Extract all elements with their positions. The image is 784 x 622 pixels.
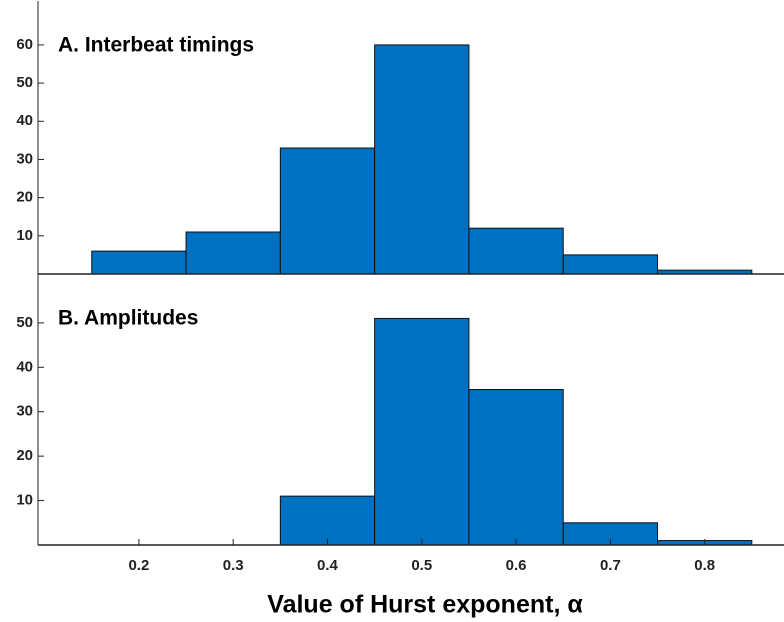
y-tick-label: 40 bbox=[16, 358, 33, 375]
y-tick-label: 20 bbox=[16, 447, 33, 464]
y-tick-label: 40 bbox=[16, 112, 33, 129]
x-tick-label: 0.6 bbox=[506, 557, 527, 574]
x-tick-label: 0.5 bbox=[411, 557, 432, 574]
y-tick-label: 30 bbox=[16, 150, 33, 167]
bar bbox=[185, 231, 281, 275]
bar bbox=[279, 495, 376, 546]
bar bbox=[468, 227, 564, 275]
y-tick-label: 50 bbox=[16, 314, 33, 331]
x-tick-label: 0.2 bbox=[128, 557, 149, 574]
bar bbox=[374, 44, 470, 275]
panel-title: B. Amplitudes bbox=[58, 307, 198, 330]
x-tick-label: 0.3 bbox=[223, 557, 244, 574]
x-tick-label: 0.8 bbox=[694, 557, 715, 574]
x-tick-label: 0.7 bbox=[600, 557, 621, 574]
bar bbox=[374, 317, 470, 546]
y-tick-label: 10 bbox=[16, 227, 33, 244]
y-tick-label: 30 bbox=[16, 403, 33, 420]
bar bbox=[279, 147, 376, 275]
x-axis-label: Value of Hurst exponent, α bbox=[267, 591, 583, 619]
y-tick-label: 20 bbox=[16, 189, 33, 206]
bar bbox=[562, 254, 659, 275]
y-tick-label: 50 bbox=[16, 74, 33, 91]
y-tick-label: 10 bbox=[16, 492, 33, 509]
bar bbox=[91, 250, 187, 275]
panel-title: A. Interbeat timings bbox=[58, 34, 254, 57]
y-tick-label: 60 bbox=[16, 36, 33, 53]
bar bbox=[468, 389, 564, 546]
x-tick-label: 0.4 bbox=[317, 557, 339, 574]
